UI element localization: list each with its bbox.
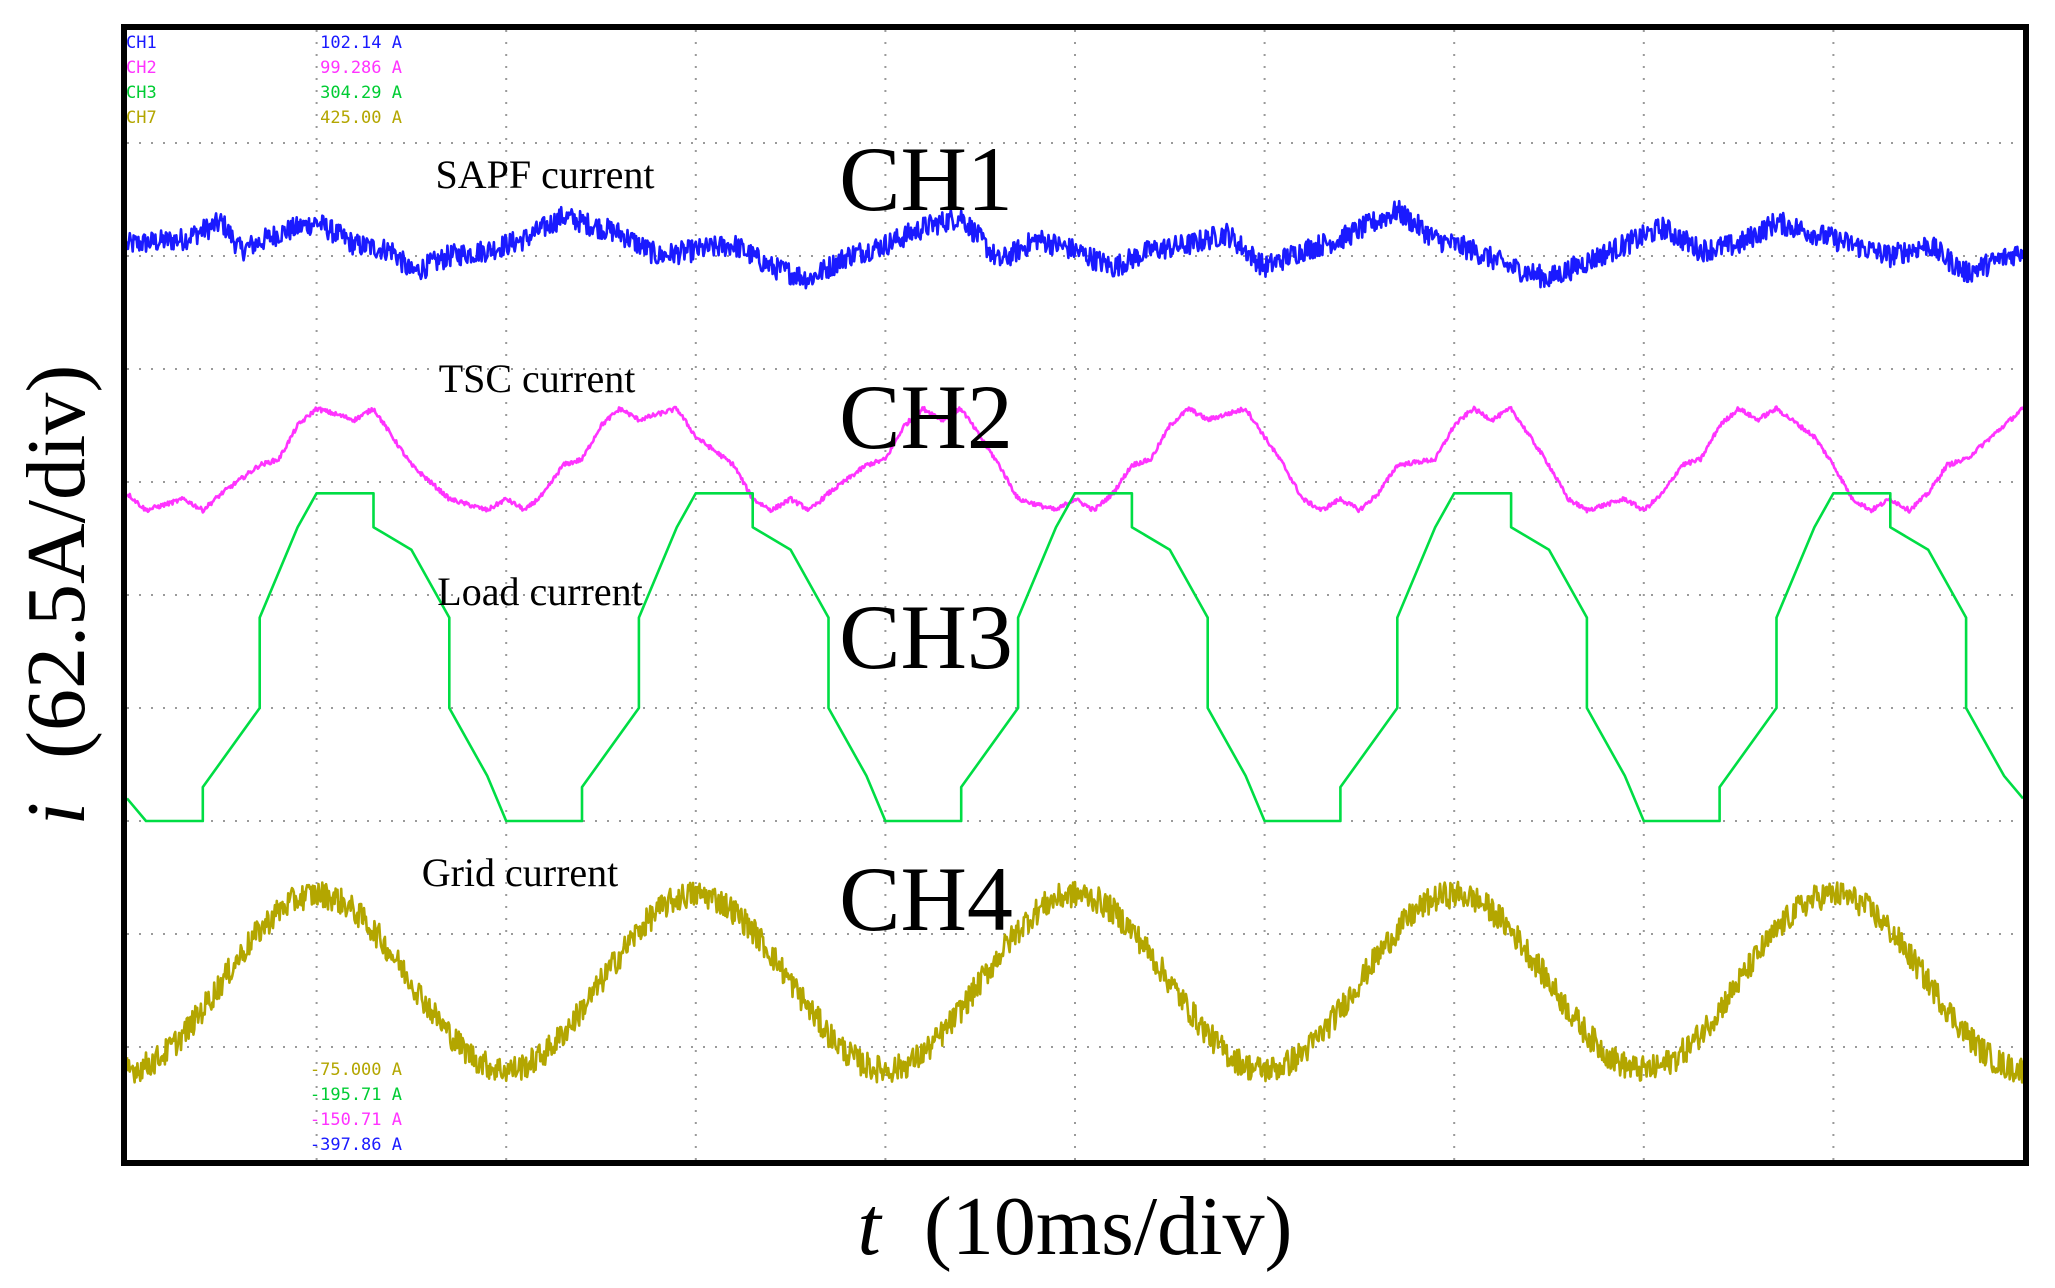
x-axis-unit: (10ms/div) [924,1180,1293,1273]
readouts-top: CH1 102.14 A CH2 99.286 A CH3 304.29 A CH7 425.… [126,33,402,128]
annotations: SAPF current CH1 TSC current CH2 Load curren… [422,128,1013,950]
readout-channel: CH3 [126,83,157,103]
channel-label: CH4 [839,848,1013,950]
readout-value: -75.000 A [310,1060,402,1080]
x-axis-label: t (10ms/div) [858,1180,1293,1273]
trace-description: Load current [437,569,642,614]
readout-value: 102.14 A [320,33,402,53]
plot-frame [121,24,2029,1166]
trace-ch2 [126,405,2025,514]
trace-description: Grid current [422,850,619,895]
trace-description: TSC current [439,356,636,401]
readouts-bottom: -75.000 A -195.71 A -150.71 A -397.86 A [310,1060,402,1155]
y-axis-label: i (62.5A/div) [10,365,103,826]
readout-value: 304.29 A [320,83,402,103]
trace-ch4 [125,880,2025,1084]
readout-value: -150.71 A [310,1110,402,1130]
channel-label: CH3 [839,586,1013,688]
y-axis-unit: (62.5A/div) [10,365,103,759]
readout-channel: CH1 [126,33,157,53]
channel-label: CH2 [839,366,1013,468]
traces [125,199,2025,1084]
readout-channel: CH2 [126,58,157,78]
readout-value: -397.86 A [310,1135,402,1155]
readout-value: 425.00 A [320,108,402,128]
trace-ch3 [126,491,2024,823]
trace-description: SAPF current [436,152,655,197]
readout-channel: CH7 [126,108,157,128]
channel-label: CH1 [839,128,1013,230]
y-axis-symbol: i [10,802,103,825]
trace-ch1 [125,199,2025,290]
readout-value: -195.71 A [310,1085,402,1105]
readout-value: 99.286 A [320,58,402,78]
x-axis-symbol: t [858,1180,884,1273]
